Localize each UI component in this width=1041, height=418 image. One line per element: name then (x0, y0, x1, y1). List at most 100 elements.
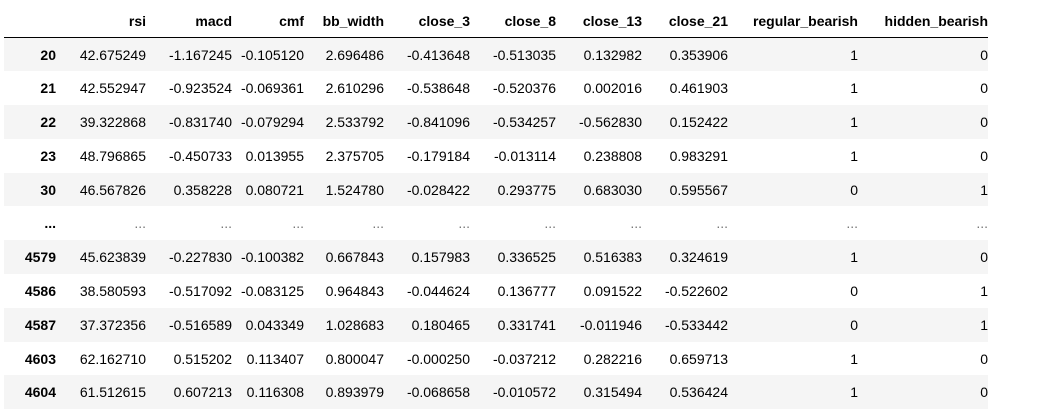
table-cell: 0.180465 (411, 316, 470, 333)
table-cell: 0.002016 (583, 80, 642, 97)
row-index: 20 (40, 46, 56, 63)
table-cell: 0 (980, 113, 988, 130)
table-cell: 0.282216 (583, 350, 642, 367)
table-cell: -0.923524 (168, 80, 232, 97)
table-cell: -0.522602 (664, 282, 728, 299)
table-cell: 0.358228 (173, 181, 232, 198)
table-cell: 1.524780 (325, 181, 384, 198)
table-cell: -0.105120 (240, 46, 304, 63)
table-cell: 0.315494 (583, 384, 642, 401)
row-index: 21 (40, 80, 56, 97)
table-cell: -0.534257 (492, 113, 556, 130)
row-index: 4587 (24, 316, 56, 333)
table-cell: 0.043349 (245, 316, 304, 333)
table-cell: 0 (980, 350, 988, 367)
table-row: 21 42.552947 -0.923524 -0.069361 2.610296 -0.… (4, 71, 988, 106)
table-cell: -0.562830 (578, 113, 642, 130)
table-body: 20 42.675249 -1.167245 -0.105120 2.696486 -0.… (4, 37, 988, 410)
table-cell: -0.044624 (406, 282, 470, 299)
table-cell: 0.536424 (669, 384, 728, 401)
table-cell: 0.132982 (583, 46, 642, 63)
table-cell: 0.607213 (173, 384, 232, 401)
table-cell: -0.516589 (168, 316, 232, 333)
dataframe-table: rsi macd cmf bb_width close_3 close_8 close_13… (4, 4, 988, 410)
table-cell: -1.167245 (168, 46, 232, 63)
table-cell: 0.667843 (325, 249, 384, 266)
table-cell: 38.580593 (79, 282, 146, 299)
table-cell: -0.450733 (168, 147, 232, 164)
table-cell: 0 (980, 80, 988, 97)
table-cell: 0.461903 (669, 80, 728, 97)
table-cell: -0.079294 (240, 113, 304, 130)
table-cell: -0.011946 (579, 316, 642, 333)
table-cell: -0.831740 (168, 113, 232, 130)
table-cell: 46.567826 (79, 181, 146, 198)
table-cell: -0.100382 (240, 249, 304, 266)
table-cell: 0.080721 (245, 181, 304, 198)
table-cell: -0.037212 (492, 350, 556, 367)
table-cell: 1 (850, 249, 858, 266)
table-cell: -0.513035 (492, 46, 556, 63)
table-cell: 0.595567 (669, 181, 728, 198)
table-cell: 2.696486 (325, 46, 384, 63)
table-cell: 0.800047 (325, 350, 384, 367)
column-header-regular-bearish: regular_bearish (728, 4, 858, 38)
header-row: rsi macd cmf bb_width close_3 close_8 close_13… (4, 4, 988, 38)
table-cell: 0.152422 (669, 113, 728, 130)
table-cell: 1 (850, 384, 858, 401)
table-cell: 37.372356 (79, 316, 146, 333)
table-cell: -0.538648 (406, 80, 470, 97)
table-cell: 0.331741 (497, 316, 556, 333)
table-cell: 1 (850, 113, 858, 130)
table-cell: 0.091522 (583, 282, 642, 299)
table-cell: 0.983291 (669, 147, 728, 164)
table-row: 30 46.567826 0.358228 0.080721 1.524780 -0.02… (4, 172, 988, 207)
table-cell: -0.841096 (406, 113, 470, 130)
row-index: ... (44, 215, 56, 232)
table-cell: 2.375705 (325, 147, 384, 164)
table-cell: -0.083125 (240, 282, 304, 299)
table-cell: -0.533442 (664, 316, 728, 333)
table-cell: 1 (850, 80, 858, 97)
table-cell: 62.162710 (79, 350, 146, 367)
table-cell: 0 (850, 282, 858, 299)
table-cell: -0.069361 (240, 80, 304, 97)
table-cell: ... (630, 215, 642, 232)
column-header-rsi: rsi (56, 4, 146, 38)
table-cell: 0.515202 (173, 350, 232, 367)
table-cell: -0.520376 (492, 80, 556, 97)
table-row: 22 39.322868 -0.831740 -0.079294 2.533792 -0.… (4, 105, 988, 139)
table-cell: 39.322868 (79, 113, 146, 130)
column-header-cmf: cmf (232, 4, 304, 38)
table-cell: 0.659713 (669, 350, 728, 367)
table-cell: 1 (850, 147, 858, 164)
row-index: 4603 (24, 350, 56, 367)
table-row: 4586 38.580593 -0.517092 -0.083125 0.964843 -… (4, 274, 988, 308)
table-cell: 42.675249 (79, 46, 146, 63)
ellipsis-row: ................................. (4, 206, 988, 241)
table-cell: 0 (850, 316, 858, 333)
table-cell: 0.353906 (669, 46, 728, 63)
table-row: 4604 61.512615 0.607213 0.116308 0.893979 -0.… (4, 375, 988, 410)
table-cell: 1 (980, 181, 988, 198)
column-header-close-3: close_3 (384, 4, 470, 38)
table-cell: ... (292, 215, 304, 232)
column-header-close-21: close_21 (642, 4, 728, 38)
table-cell: -0.413648 (406, 46, 470, 63)
table-row: 4587 37.372356 -0.516589 0.043349 1.028683 0.… (4, 307, 988, 342)
table-cell: 0.516383 (583, 249, 642, 266)
column-header-bb-width: bb_width (304, 4, 384, 38)
table-cell: -0.179184 (406, 147, 470, 164)
table-cell: 0.116308 (246, 384, 304, 401)
table-cell: 0 (850, 181, 858, 198)
table-cell: 1 (850, 350, 858, 367)
table-cell: 0 (980, 147, 988, 164)
table-cell: 1.028683 (325, 316, 384, 333)
table-cell: -0.227830 (168, 249, 232, 266)
table-row: 4603 62.162710 0.515202 0.113407 0.800047 -0.… (4, 341, 988, 376)
table-cell: 48.796865 (79, 147, 146, 164)
table-cell: 1 (980, 282, 988, 299)
table-cell: 0 (980, 384, 988, 401)
table-cell: 0.113407 (246, 350, 304, 367)
